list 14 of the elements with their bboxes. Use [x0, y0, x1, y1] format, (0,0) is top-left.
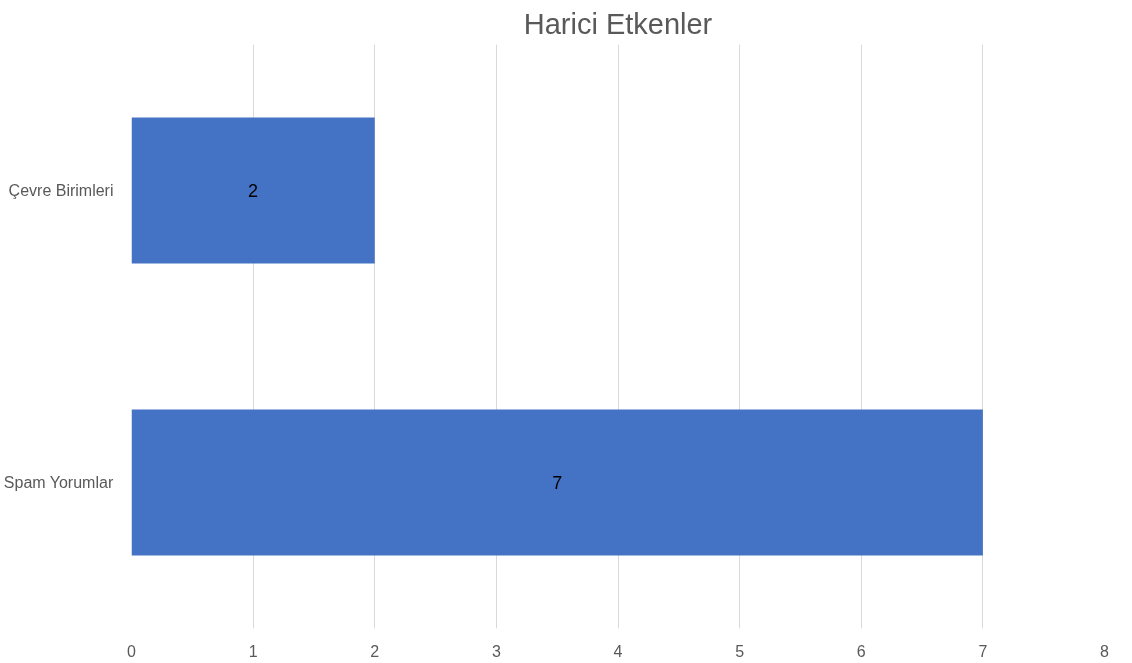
x-tick-label: 4	[613, 642, 623, 660]
x-tick-label: 3	[491, 642, 501, 660]
y-tick-label: Spam Yorumlar	[3, 474, 114, 491]
x-tick-label: 7	[978, 642, 988, 660]
data-label: 2	[248, 181, 259, 201]
x-tick-label: 1	[248, 642, 258, 660]
x-tick-label: 0	[127, 642, 137, 660]
x-tick-label: 5	[735, 642, 745, 660]
data-label: 7	[552, 473, 563, 493]
x-tick-label: 8	[1100, 642, 1110, 660]
x-tick-label: 2	[370, 642, 380, 660]
chart-title: Harici Etkenler	[523, 7, 713, 40]
x-tick-label: 6	[856, 642, 866, 660]
y-tick-label: Çevre Birimleri	[8, 182, 114, 199]
